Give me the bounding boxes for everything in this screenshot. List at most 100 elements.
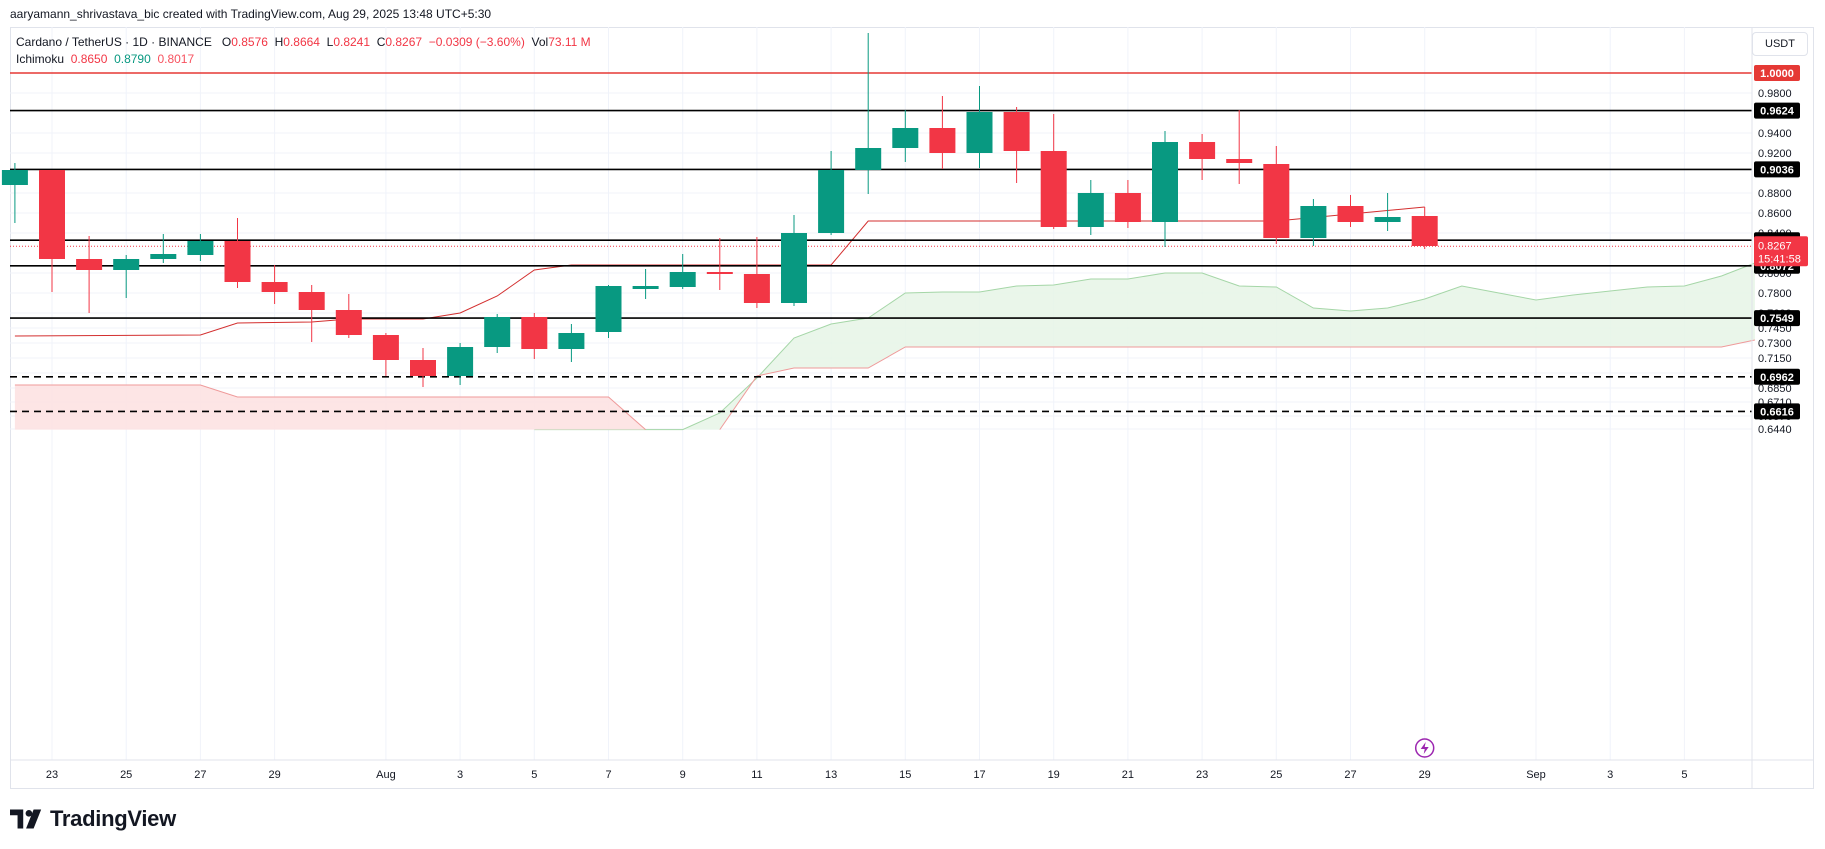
- candle: [892, 110, 919, 162]
- level-label-text: 0.7549: [1760, 313, 1794, 325]
- time-tick-label: Sep: [1526, 769, 1546, 781]
- candle-body: [818, 170, 845, 233]
- legend-indicator-row: Ichimoku 0.8650 0.8790 0.8017: [16, 51, 591, 68]
- candle-body: [743, 274, 770, 303]
- tradingview-logo-icon: [10, 809, 42, 829]
- level-label-text: 0.6962: [1760, 372, 1794, 384]
- candle: [447, 343, 474, 385]
- legend-close: 0.8267: [385, 35, 423, 49]
- candle: [1263, 146, 1290, 244]
- candle-body: [39, 170, 65, 259]
- brand-name: TradingView: [50, 806, 176, 831]
- candle-body: [298, 292, 325, 310]
- candle-body: [150, 254, 177, 259]
- time-tick-label: 15: [899, 769, 911, 781]
- candle-body: [1114, 193, 1141, 222]
- candle-body: [1226, 159, 1253, 163]
- lightning-glyph: [1420, 742, 1429, 754]
- candle: [1040, 114, 1067, 229]
- candle-body: [706, 272, 733, 274]
- candle-body: [1, 170, 28, 185]
- candle: [298, 285, 325, 342]
- candle: [1003, 107, 1030, 183]
- ichimoku-conversion-layer: [14, 206, 1425, 337]
- candle: [1, 163, 28, 223]
- candle: [781, 215, 807, 306]
- level-label-box: [1754, 310, 1800, 327]
- level-label-text: 1.0000: [1760, 68, 1794, 80]
- time-tick-label: 3: [457, 769, 463, 781]
- legend-indicator-name[interactable]: Ichimoku: [16, 52, 65, 66]
- time-tick-label: 11: [751, 769, 762, 781]
- candle-body: [929, 128, 956, 153]
- candle: [669, 254, 696, 289]
- legend-ohlc-row: Cardano / TetherUS · 1D · BINANCE O0.857…: [16, 34, 591, 51]
- level-label-box: [1754, 403, 1800, 420]
- candle-body: [224, 241, 251, 282]
- candle-body: [781, 233, 807, 303]
- level-label-1.0000: 1.0000: [1754, 65, 1800, 81]
- candle-body: [410, 360, 436, 376]
- last-price-box: [1754, 236, 1808, 267]
- level-label-0.9036: 0.9036: [1754, 161, 1800, 178]
- price-tick-label: 0.8800: [1758, 188, 1792, 200]
- candle-body: [1337, 206, 1364, 222]
- legend-low-label: L: [326, 35, 334, 49]
- price-tick-label: 0.9400: [1758, 128, 1792, 140]
- level-label-0.9624: 0.9624: [1754, 102, 1800, 119]
- candle: [113, 255, 140, 298]
- candle: [706, 238, 733, 290]
- candle-body: [892, 128, 919, 148]
- candle-body: [1411, 216, 1438, 246]
- legend-vol-label: Vol: [531, 35, 549, 49]
- candles-layer: [1, 33, 1438, 387]
- level-labels-layer: 1.00000.96240.90360.83280.80720.75490.69…: [1754, 65, 1808, 420]
- price-tick-label: 0.7150: [1758, 353, 1792, 365]
- legend-ichimoku-value-2: 0.8790: [114, 52, 151, 66]
- candle: [632, 269, 659, 299]
- time-tick-label: 27: [194, 769, 206, 781]
- candle: [261, 265, 288, 304]
- candle: [150, 234, 177, 263]
- last-price-value: 0.8267: [1758, 240, 1792, 252]
- candle: [224, 218, 251, 288]
- candle: [595, 285, 622, 338]
- level-label-0.7549: 0.7549: [1754, 310, 1800, 327]
- candle: [1337, 195, 1364, 227]
- candle: [484, 314, 511, 353]
- candle: [372, 333, 399, 376]
- grid-layer: [10, 27, 1752, 760]
- event-marker-layer: [1414, 738, 1435, 758]
- level-label-box: [1754, 368, 1800, 385]
- level-label-box: [1754, 161, 1800, 178]
- legend-open-label: O: [221, 35, 232, 49]
- candle: [521, 313, 548, 359]
- candle: [335, 294, 362, 338]
- time-tick-label: 3: [1607, 769, 1613, 781]
- level-label-box: [1754, 65, 1800, 81]
- legend-change: −0.0309 (−3.60%): [428, 35, 525, 49]
- currency-button[interactable]: USDT: [1752, 32, 1808, 56]
- time-tick-label: 25: [1270, 769, 1282, 781]
- legend-ichimoku-value-3: 0.8017: [157, 52, 195, 66]
- legend-symbol[interactable]: Cardano / TetherUS · 1D · BINANCE: [16, 35, 212, 49]
- candle: [187, 234, 214, 261]
- time-tick-label: 13: [825, 769, 837, 781]
- time-tick-label: 19: [1048, 769, 1060, 781]
- candle-body: [632, 286, 659, 289]
- chart-legend: Cardano / TetherUS · 1D · BINANCE O0.857…: [16, 34, 591, 68]
- price-tick-label: 0.9800: [1758, 88, 1792, 100]
- time-tick-label: 23: [46, 769, 58, 781]
- candle: [1077, 180, 1104, 235]
- price-tick-label: 0.6850: [1758, 383, 1792, 395]
- candle: [1300, 199, 1327, 246]
- candle: [855, 33, 882, 194]
- candle-body: [1040, 151, 1067, 227]
- candle-body: [261, 282, 288, 292]
- time-tick-label: 7: [605, 769, 611, 781]
- time-tick-label: 29: [268, 769, 280, 781]
- price-tick-label: 0.8600: [1758, 208, 1792, 220]
- candle-body: [1263, 164, 1290, 238]
